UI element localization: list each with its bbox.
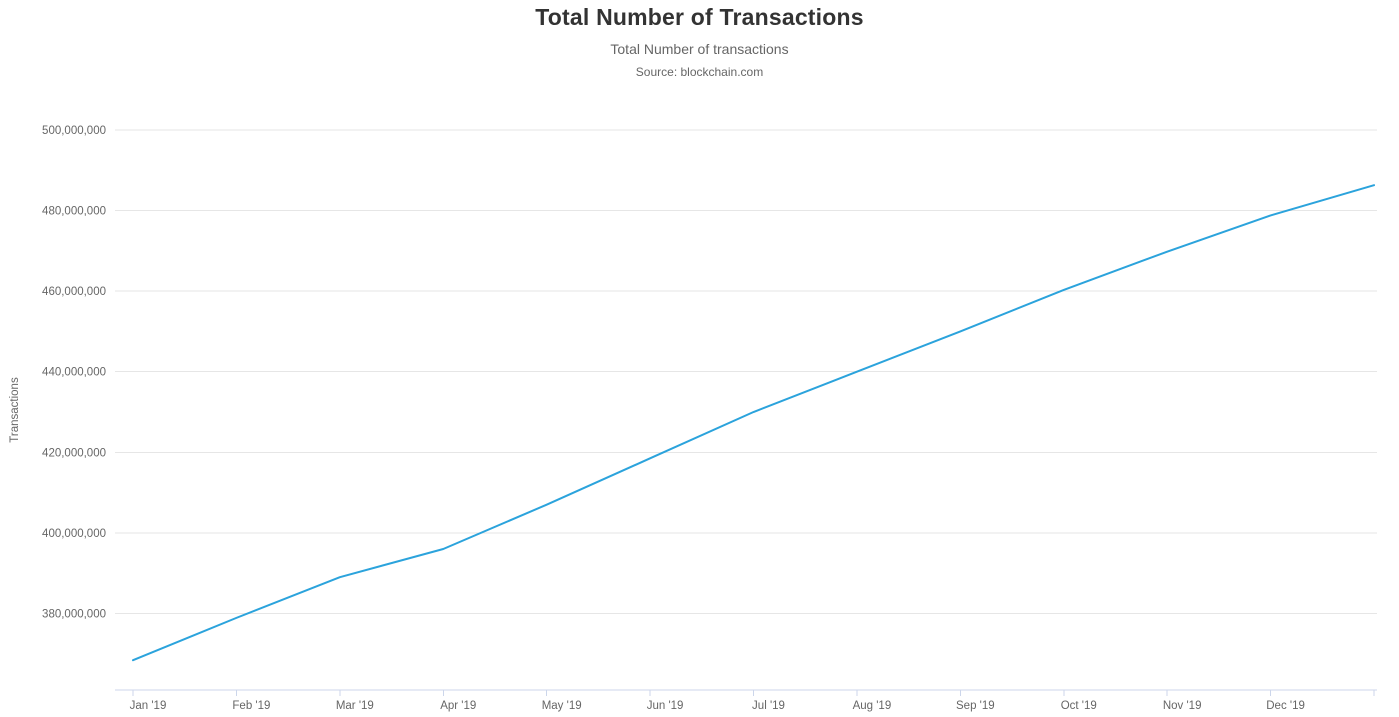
- x-axis-tick-label: Aug '19: [853, 700, 892, 712]
- x-axis-tick-label: Mar '19: [336, 700, 374, 712]
- y-axis-tick-label: 420,000,000: [42, 447, 106, 459]
- y-axis-title: Transactions: [9, 377, 21, 443]
- x-axis-tick-label: Nov '19: [1163, 700, 1202, 712]
- series-line-total-transactions[interactable]: [132, 184, 1375, 662]
- y-axis-tick-label: 440,000,000: [42, 367, 106, 379]
- x-axis-tick-label: Jun '19: [647, 700, 684, 712]
- chart-subtitle: Total Number of transactions: [610, 41, 789, 57]
- x-axis-tick-label: Jan '19: [130, 700, 167, 712]
- x-axis-tick-label: Jul '19: [752, 700, 785, 712]
- y-axis-tick-label: 500,000,000: [42, 125, 106, 137]
- x-axis-tick-label: Oct '19: [1061, 700, 1097, 712]
- x-axis-tick-label: Dec '19: [1266, 700, 1305, 712]
- x-axis-tick-label: Sep '19: [956, 700, 995, 712]
- chart-source: Source: blockchain.com: [635, 65, 764, 79]
- x-axis-tick-label: May '19: [542, 700, 582, 712]
- chart-title: Total Number of Transactions: [535, 4, 864, 30]
- x-axis-tick-label: Feb '19: [232, 700, 270, 712]
- y-axis-tick-label: 460,000,000: [42, 286, 106, 298]
- x-axis-tick-label: Apr '19: [440, 700, 476, 712]
- y-axis-tick-label: 480,000,000: [42, 206, 106, 218]
- y-axis-tick-label: 400,000,000: [42, 528, 106, 540]
- y-axis-tick-label: 380,000,000: [42, 608, 106, 620]
